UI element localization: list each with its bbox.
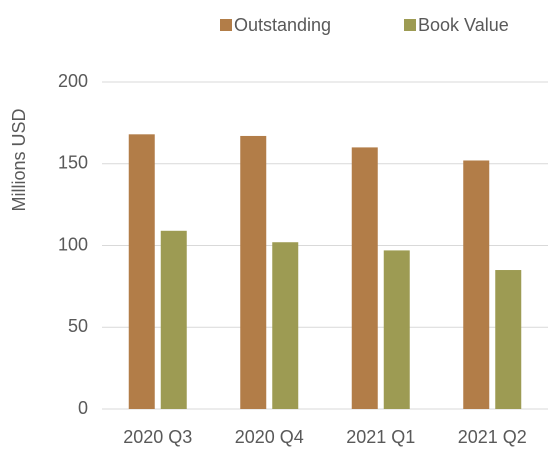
y-tick-label: 100 <box>58 234 88 254</box>
bar <box>240 135 267 409</box>
bar <box>128 134 155 409</box>
x-tick-label: 2020 Q3 <box>123 427 192 447</box>
x-tick-label: 2021 Q1 <box>346 427 415 447</box>
y-tick-label: 50 <box>68 316 88 336</box>
y-axis-label: Millions USD <box>9 108 29 211</box>
bar <box>160 230 187 409</box>
y-tick-label: 200 <box>58 71 88 91</box>
bar <box>272 242 299 409</box>
bar <box>383 250 410 409</box>
legend-swatch <box>404 19 416 31</box>
y-tick-label: 150 <box>58 153 88 173</box>
legend-label: Book Value <box>418 15 509 35</box>
legend-swatch <box>220 19 232 31</box>
x-tick-label: 2021 Q2 <box>458 427 527 447</box>
y-tick-label: 0 <box>78 398 88 418</box>
bar <box>495 270 522 409</box>
legend-label: Outstanding <box>234 15 331 35</box>
x-tick-label: 2020 Q4 <box>235 427 304 447</box>
bar <box>351 147 378 409</box>
bar <box>463 160 490 409</box>
